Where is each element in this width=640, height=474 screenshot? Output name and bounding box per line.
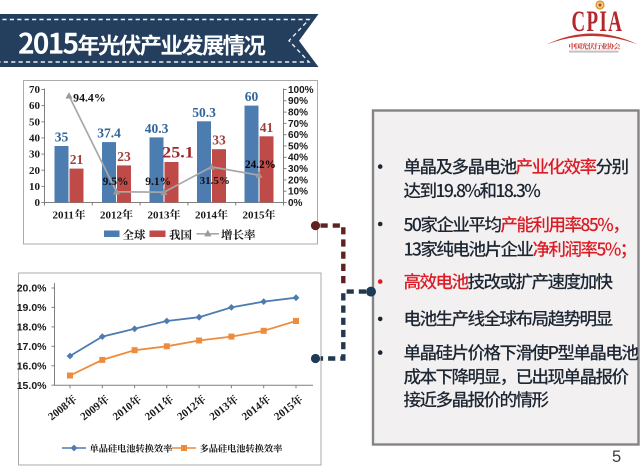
svg-text:9.5%: 9.5% [103, 176, 129, 188]
svg-text:33: 33 [212, 133, 226, 148]
svg-text:2015: 2015 [243, 210, 266, 222]
svg-text:30%: 30% [288, 164, 308, 175]
svg-text:15.0%: 15.0% [17, 380, 47, 392]
svg-text:23: 23 [117, 149, 131, 164]
svg-text:50.3: 50.3 [192, 105, 216, 120]
svg-text:30: 30 [29, 149, 41, 161]
svg-text:2014: 2014 [195, 210, 218, 222]
svg-text:37.4: 37.4 [97, 126, 121, 141]
svg-text:31.5%: 31.5% [200, 175, 230, 187]
svg-text:35: 35 [55, 130, 69, 145]
svg-text:20: 20 [29, 165, 41, 177]
svg-text:17.0%: 17.0% [17, 341, 47, 353]
svg-text:20.0%: 20.0% [17, 283, 47, 295]
svg-text:40%: 40% [288, 153, 308, 164]
svg-text:19.0%: 19.0% [17, 302, 47, 314]
svg-text:80%: 80% [288, 108, 308, 119]
svg-text:0%: 0% [288, 198, 303, 209]
svg-text:25.1: 25.1 [162, 145, 194, 162]
svg-text:18.0%: 18.0% [17, 322, 47, 334]
svg-text:70%: 70% [288, 119, 308, 130]
svg-text:50: 50 [29, 116, 41, 128]
svg-text:24.2%: 24.2% [245, 159, 276, 171]
svg-text:10: 10 [29, 181, 41, 193]
svg-text:21: 21 [70, 152, 84, 167]
svg-text:2012: 2012 [100, 210, 123, 222]
svg-text:60: 60 [29, 100, 41, 112]
svg-text:0: 0 [35, 197, 41, 209]
svg-text:16.0%: 16.0% [17, 360, 47, 372]
svg-text:20%: 20% [288, 175, 308, 186]
svg-text:10%: 10% [288, 187, 308, 198]
svg-text:50%: 50% [288, 141, 308, 152]
svg-text:5: 5 [612, 448, 621, 466]
svg-text:40: 40 [29, 133, 41, 145]
svg-text:100%: 100% [288, 85, 314, 96]
svg-text:2013: 2013 [148, 210, 171, 222]
svg-text:70: 70 [29, 84, 41, 96]
svg-text:9.1%: 9.1% [145, 176, 171, 188]
svg-text:2011: 2011 [53, 210, 74, 222]
svg-text:41: 41 [260, 120, 274, 135]
svg-text:60: 60 [245, 89, 259, 104]
svg-text:94.4%: 94.4% [73, 90, 105, 104]
svg-text:40.3: 40.3 [145, 121, 169, 136]
svg-text:90%: 90% [288, 96, 308, 107]
svg-text:60%: 60% [288, 130, 308, 141]
svg-text:CPIA: CPIA [572, 6, 624, 38]
